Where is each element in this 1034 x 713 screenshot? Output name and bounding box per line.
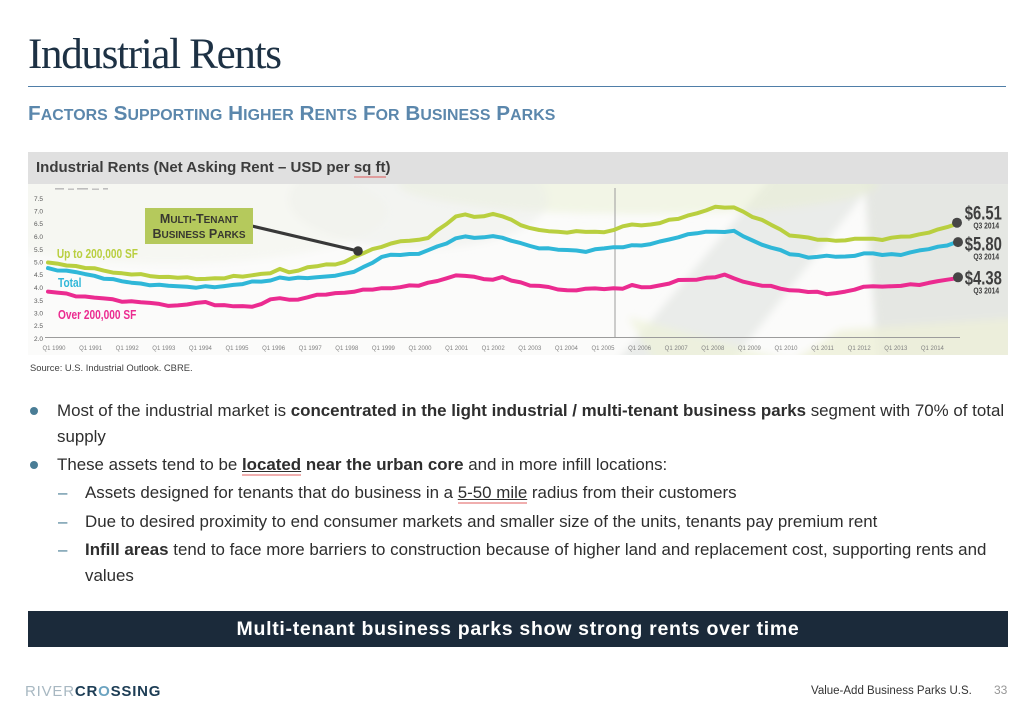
svg-text:Q1 2010: Q1 2010 — [774, 346, 798, 352]
svg-text:Q1 2006: Q1 2006 — [628, 346, 652, 352]
svg-text:Q1 2014: Q1 2014 — [921, 346, 945, 352]
svg-text:Q3 2014: Q3 2014 — [973, 286, 999, 296]
svg-text:5.5: 5.5 — [34, 247, 43, 254]
svg-text:4.0: 4.0 — [34, 285, 43, 292]
svg-text:Q1 2013: Q1 2013 — [884, 346, 908, 352]
svg-text:3.0: 3.0 — [34, 311, 43, 318]
svg-text:2.0: 2.0 — [34, 336, 43, 343]
svg-text:$4.38: $4.38 — [965, 268, 1002, 289]
svg-text:Q1 2004: Q1 2004 — [555, 346, 579, 352]
svg-text:Q1 1999: Q1 1999 — [372, 346, 396, 352]
svg-text:Q1 2002: Q1 2002 — [482, 346, 506, 352]
svg-text:Up to 200,000 SF: Up to 200,000 SF — [57, 247, 138, 261]
svg-text:Q1 1998: Q1 1998 — [335, 346, 359, 352]
svg-text:Q1 2005: Q1 2005 — [591, 346, 615, 352]
svg-text:$6.51: $6.51 — [965, 203, 1002, 224]
svg-text:3.5: 3.5 — [34, 298, 43, 305]
svg-text:Q1 2009: Q1 2009 — [738, 346, 762, 352]
svg-text:Total: Total — [58, 276, 81, 290]
svg-text:6.0: 6.0 — [34, 234, 43, 241]
svg-text:Q1 2012: Q1 2012 — [848, 346, 872, 352]
svg-text:7.0: 7.0 — [34, 209, 43, 216]
svg-text:BUSINESS PARKS: BUSINESS PARKS — [152, 227, 245, 241]
svg-text:Q1 2008: Q1 2008 — [701, 346, 725, 352]
svg-text:Q1 1994: Q1 1994 — [189, 346, 213, 352]
svg-text:MULTI-TENANT: MULTI-TENANT — [160, 212, 238, 226]
svg-text:4.5: 4.5 — [34, 272, 43, 279]
svg-text:$5.80: $5.80 — [965, 234, 1002, 255]
svg-text:Q1 2001: Q1 2001 — [445, 346, 469, 352]
svg-text:Q1 1995: Q1 1995 — [225, 346, 249, 352]
svg-text:Q1 1991: Q1 1991 — [79, 346, 103, 352]
svg-text:Q1 1997: Q1 1997 — [299, 346, 323, 352]
svg-text:Q1 1992: Q1 1992 — [116, 346, 140, 352]
svg-text:5.0: 5.0 — [34, 260, 43, 267]
svg-text:Q1 2011: Q1 2011 — [811, 346, 834, 352]
svg-text:7.5: 7.5 — [34, 196, 43, 203]
svg-text:Q1 2007: Q1 2007 — [665, 346, 689, 352]
svg-text:Over 200,000 SF: Over 200,000 SF — [58, 308, 136, 322]
svg-text:Q1 1993: Q1 1993 — [152, 346, 176, 352]
svg-text:Q1 2000: Q1 2000 — [408, 346, 432, 352]
svg-text:Q1 2003: Q1 2003 — [518, 346, 542, 352]
svg-text:Q3 2014: Q3 2014 — [973, 252, 999, 262]
svg-text:Q3 2014: Q3 2014 — [973, 221, 999, 231]
svg-text:Q1 1990: Q1 1990 — [42, 346, 66, 352]
svg-text:2.5: 2.5 — [34, 323, 43, 330]
svg-text:Q1 1996: Q1 1996 — [262, 346, 286, 352]
svg-text:6.5: 6.5 — [34, 221, 43, 228]
